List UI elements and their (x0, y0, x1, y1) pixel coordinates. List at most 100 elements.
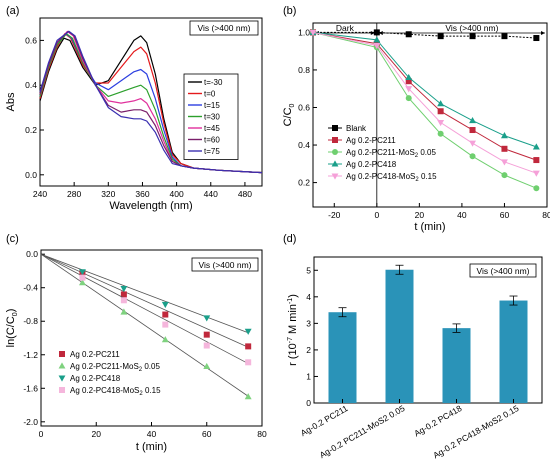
x-tick-label: 0 (39, 429, 44, 439)
data-point (120, 297, 127, 304)
legend-marker (58, 375, 66, 382)
annotation-text: Vis (>400 nm) (199, 260, 252, 270)
data-point (501, 159, 508, 166)
data-point (203, 315, 211, 322)
y-tick-label: -0.4 (23, 283, 38, 293)
plot-frame (312, 22, 548, 208)
panel-c: (c) 0 20 40 60 80 0.0 -0.4 -0.8 -1.2 -1.6 -2.0 t (mi… (5, 233, 267, 453)
vis-arrow-head (541, 31, 545, 35)
data-point (501, 145, 508, 152)
fit-line (40, 253, 249, 348)
y-tick-label: 4 (306, 292, 311, 302)
y-tick-label: 0.2 (298, 178, 310, 188)
data-point (532, 143, 540, 150)
legend-marker (58, 362, 66, 369)
data-point (120, 286, 128, 293)
series-line-t=75 (39, 30, 263, 174)
legend-label: Ag 0.2-PC418-MoS2 0.15 (346, 172, 437, 183)
x-tick-label: 40 (457, 210, 467, 220)
x-tick-label: 320 (101, 189, 115, 199)
x-tick-label: 60 (500, 210, 510, 220)
fit-line (40, 253, 249, 364)
data-point (162, 311, 169, 318)
data-point (437, 130, 444, 137)
legend-label: t=-30 (204, 78, 223, 87)
plot-frame (313, 256, 543, 404)
x-tick-label: 40 (147, 429, 157, 439)
legend-label: t=30 (204, 113, 220, 122)
data-point (533, 35, 540, 42)
y-tick-label: 0.4 (298, 140, 310, 150)
y-tick-label: 5 (306, 265, 311, 275)
data-point (203, 362, 211, 370)
data-point (120, 308, 128, 315)
data-point (161, 336, 169, 343)
panel-tag: (b) (283, 5, 296, 17)
y-tick-label: 1.0 (298, 27, 310, 37)
y-tick-label: 0.0 (26, 249, 38, 259)
legend-marker (332, 149, 338, 155)
legend-label: t=0 (204, 90, 216, 99)
data-point (78, 279, 86, 286)
data-point (245, 359, 252, 366)
legend-label: Blank (346, 124, 367, 133)
data-point (469, 33, 476, 40)
legend-marker (331, 173, 339, 180)
legend-label: Ag 0.2-PC211-MoS2 0.05 (346, 148, 436, 159)
data-point (437, 119, 445, 127)
panel-tag: (c) (6, 233, 19, 245)
annotation-box (469, 263, 537, 278)
data-point (437, 100, 445, 107)
x-tick-label: 60 (202, 429, 212, 439)
x-axis-label: t (min) (136, 441, 167, 453)
annotation-text: Vis (>400 nm) (477, 266, 530, 276)
data-point (245, 343, 252, 350)
data-point (203, 331, 210, 338)
y-axis-label: Abs (5, 92, 17, 111)
data-point (162, 321, 169, 328)
x-tick-label: 280 (67, 189, 81, 199)
x-tick-label: 20 (415, 210, 425, 220)
fit-line (40, 253, 249, 397)
bar (385, 269, 414, 403)
category-label: Ag-0.2 PC211 (299, 403, 350, 438)
fit-line (40, 253, 249, 334)
data-point (373, 42, 381, 50)
y-axis-label: C/C0 (282, 103, 296, 126)
y-tick-label: 0.2 (25, 125, 37, 135)
data-point (532, 170, 540, 177)
data-point (533, 157, 540, 164)
data-point (161, 301, 169, 309)
data-point (437, 33, 444, 40)
data-point (79, 274, 86, 281)
data-point (244, 393, 252, 400)
data-point (203, 342, 210, 349)
annotation-text: Vis (>400 nm) (198, 23, 251, 33)
data-point (405, 78, 412, 85)
annotation-box (189, 20, 259, 36)
data-point (120, 291, 127, 298)
y-tick-label: 3 (306, 318, 311, 328)
x-axis-label: Wavelength (nm) (109, 200, 192, 212)
annotation-text: Vis (>400 nm) (445, 23, 498, 33)
legend-label: Ag 0.2-PC418 (70, 374, 121, 383)
x-tick-label: 80 (542, 210, 550, 220)
data-point (244, 328, 252, 335)
legend-label: t=60 (204, 136, 220, 145)
x-axis-label: t (min) (414, 221, 445, 233)
legend-label: Ag 0.2-PC418 (346, 160, 397, 169)
plot-frame (39, 17, 263, 187)
y-axis-label: r (10-7 M min-1) (287, 294, 299, 366)
data-point (405, 73, 413, 80)
annotation-box (191, 257, 259, 272)
y-tick-label: 1 (306, 371, 311, 381)
x-tick-label: 80 (257, 429, 267, 439)
y-tick-label: -1.6 (23, 383, 38, 393)
y-tick-label: -0.8 (23, 316, 38, 326)
legend-marker (59, 351, 65, 357)
panel-tag: (a) (6, 5, 19, 17)
x-tick-label: 480 (238, 189, 252, 199)
bar (328, 312, 357, 403)
dark-arrow-head (370, 31, 375, 35)
legend-label: t=15 (204, 101, 220, 110)
